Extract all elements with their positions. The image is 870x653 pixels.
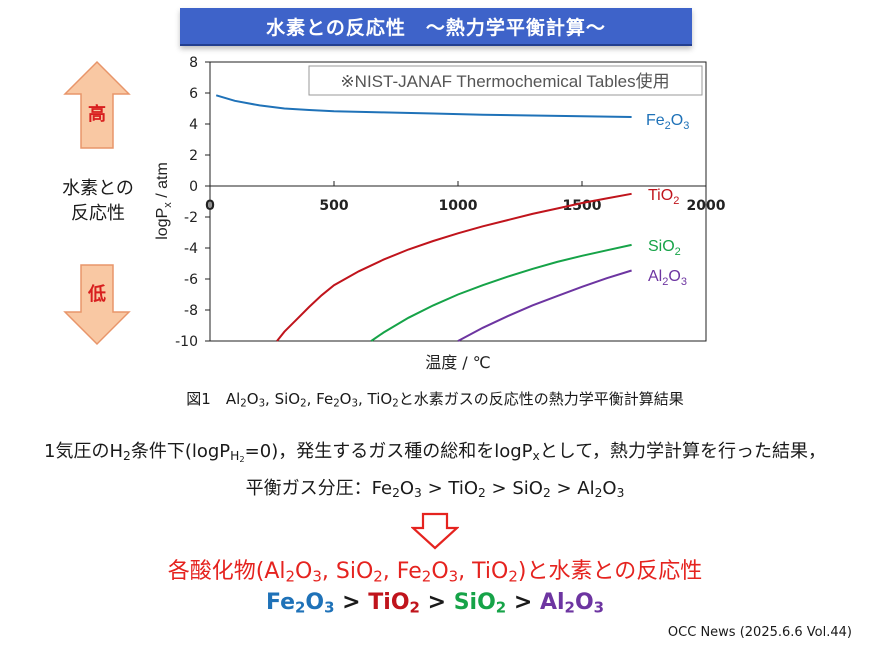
caption-separator: , [265, 390, 275, 408]
y-tick-label: -2 [184, 210, 198, 226]
caption-compound: TiO2 [367, 390, 399, 410]
high-arrow: 高 [63, 60, 131, 149]
up-arrow-shape [63, 60, 131, 149]
condition-sub-x: x [532, 449, 540, 464]
low-label: 低 [87, 283, 106, 305]
reactivity-order-compound: Fe2O3 [265, 590, 335, 617]
caption-separator: , [306, 390, 317, 408]
low-arrow: 低 [63, 264, 131, 346]
gt-sign: > [485, 478, 513, 499]
condition-text-d: として，熱力学計算を行った結果， [539, 441, 826, 462]
reactivity-order-compound: TiO2 [368, 590, 420, 617]
reactivity-order-compound: Al2O3 [539, 590, 605, 617]
series-line-al2o3 [457, 269, 632, 342]
conclusion-heading-b: )と水素との反応性 [517, 559, 703, 584]
gt-sign: > [421, 478, 449, 499]
caption-prefix: 図1 [186, 390, 226, 408]
y-tick-label: -6 [184, 272, 198, 288]
series-label-sio2: SiO2 [648, 238, 681, 258]
reactivity-order-compound: SiO2 [453, 590, 507, 617]
series-label-fe2o3: Fe2O3 [646, 112, 689, 132]
footer-source: OCC News (2025.6.6 Vol.44) [667, 625, 852, 640]
pressure-order-prefix: 平衡ガス分圧： [245, 478, 372, 499]
series-line-fe2o3 [215, 94, 632, 118]
order-compound: Al2O3 [577, 478, 625, 501]
x-tick-label: 2000 [687, 198, 726, 214]
reactivity-label-line1: 水素との [62, 178, 134, 199]
conclusion-heading-a: 各酸化物( [167, 559, 265, 584]
caption-compound: Al2O3 [225, 390, 266, 410]
down-arrow-shape [63, 264, 131, 346]
high-label: 高 [88, 103, 106, 125]
conclusion-separator: , [382, 559, 397, 584]
order-compound: SiO2 [512, 478, 551, 501]
x-axis-label: 温度 / ℃ [425, 353, 491, 372]
condition-text-b: 条件下(logP [130, 441, 231, 462]
caption-compound: Fe2O3 [316, 390, 358, 410]
gt-sign: > [419, 590, 454, 615]
gt-sign: > [550, 478, 578, 499]
reactivity-order: Fe2O3 > TiO2 > SiO2 > Al2O3 [0, 590, 870, 615]
condition-sub-h2: 2 [123, 449, 131, 464]
order-compound: TiO2 [448, 478, 486, 501]
series-line-tio2 [276, 192, 632, 342]
condition-text-a: 1気圧のH [44, 441, 124, 462]
conclusion-compound: Fe2O3 [396, 559, 459, 586]
y-axis-label: logPx / atm [154, 162, 174, 240]
annotation-box [308, 65, 703, 96]
reactivity-label: 水素との 反応性 [58, 176, 138, 226]
gt-sign: > [334, 590, 369, 615]
caption-separator: , [357, 390, 368, 408]
caption-suffix: と水素ガスの反応性の熱力学平衡計算結果 [398, 390, 684, 408]
page-title: 水素との反応性 ～熱力学平衡計算～ [180, 8, 692, 46]
conclusion-separator: , [321, 559, 336, 584]
order-compound: Fe2O3 [371, 478, 422, 501]
y-tick-label: 8 [189, 55, 198, 71]
series-label-al2o3: Al2O3 [648, 268, 687, 288]
conclusion-compound: Al2O3 [264, 559, 322, 586]
figure-caption: 図1 Al2O3, SiO2, Fe2O3, TiO2と水素ガスの反応性の熱力学… [0, 388, 870, 409]
y-tick-label: 0 [189, 179, 198, 195]
gt-sign: > [506, 590, 540, 615]
condition-sub-ph-2: 2 [239, 454, 245, 465]
conclusion-compound: TiO2 [472, 559, 518, 586]
x-tick-label: 1000 [439, 198, 478, 214]
condition-sub-ph: H2 [230, 449, 245, 463]
conclusion-separator: , [458, 559, 473, 584]
conclusion-heading: 各酸化物(Al2O3, SiO2, Fe2O3, TiO2)と水素との反応性 [0, 553, 870, 585]
result-arrow-icon [411, 512, 459, 550]
y-axis-label-base: logP [154, 208, 171, 240]
condition-sub-ph-h: H [230, 449, 240, 464]
y-tick-label: -8 [184, 303, 198, 319]
y-axis-label-sub: x [162, 202, 174, 208]
caption-compound: SiO2 [274, 390, 307, 410]
x-tick-label: 500 [319, 198, 348, 214]
x-tick-label: 0 [205, 198, 215, 214]
y-tick-label: 4 [189, 117, 198, 133]
reactivity-label-line2: 反応性 [71, 203, 125, 224]
condition-text-c: =0)，発生するガス種の総和をlogP [244, 441, 533, 462]
y-axis-label-unit: / atm [154, 162, 171, 202]
y-tick-label: -4 [184, 241, 198, 257]
annotation-text: ※NIST-JANAF Thermochemical Tables使用 [340, 71, 669, 91]
series-label-tio2: TiO2 [648, 187, 679, 207]
condition-text: 1気圧のH2条件下(logPH2=0)，発生するガス種の総和をlogPxとして，… [0, 437, 870, 463]
series-line-sio2 [370, 243, 632, 342]
y-tick-label: 2 [189, 148, 198, 164]
pressure-order-text: 平衡ガス分圧：Fe2O3 > TiO2 > SiO2 > Al2O3 [0, 474, 870, 500]
y-tick-label: 6 [189, 86, 198, 102]
conclusion-compound: SiO2 [335, 559, 383, 586]
y-tick-label: -10 [175, 334, 198, 350]
